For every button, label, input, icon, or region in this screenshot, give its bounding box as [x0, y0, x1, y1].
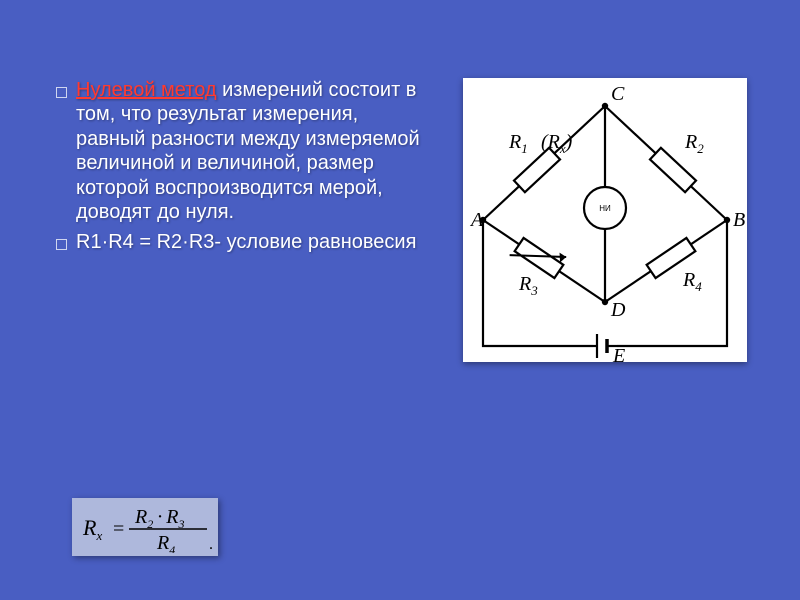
formula-num: R2·R3: [134, 506, 184, 531]
node-label-b: B: [733, 209, 745, 231]
text-column: Нулевой метод измерений состоит в том, ч…: [54, 78, 426, 362]
formula-lhs: Rx: [82, 515, 102, 543]
node-label-d: D: [610, 299, 626, 321]
r1-label: R1: [508, 131, 528, 156]
circuit-svg: НИ: [463, 78, 747, 362]
bullet-text: R1·R4 = R2·R3- условие равновесия: [76, 231, 416, 253]
bullet-item: Нулевой метод измерений состоит в том, ч…: [54, 78, 426, 224]
term-highlight: Нулевой метод: [76, 79, 217, 101]
figure-column: НИ: [450, 78, 760, 362]
bullet-item: R1·R4 = R2·R3- условие равновесия: [54, 230, 426, 254]
bullet-list: Нулевой метод измерений состоит в том, ч…: [54, 78, 426, 255]
formula-den: R4: [156, 532, 175, 553]
slide: Нулевой метод измерений состоит в том, ч…: [0, 0, 800, 600]
formula-box: Rx = R2·R3 R4 .: [72, 498, 218, 556]
source-label: E: [612, 345, 625, 362]
formula-period: .: [209, 536, 213, 553]
formula-eq: =: [113, 518, 124, 540]
r2-label: R2: [684, 131, 704, 156]
content-columns: Нулевой метод измерений состоит в том, ч…: [54, 78, 760, 362]
formula-svg: Rx = R2·R3 R4 .: [75, 501, 215, 553]
node-label-c: C: [611, 83, 625, 105]
rx-label: (Rx): [541, 131, 573, 156]
r3-label: R3: [518, 273, 538, 298]
meter-label: НИ: [599, 204, 611, 213]
circuit-diagram: НИ: [463, 78, 747, 362]
node-label-a: A: [469, 209, 484, 231]
r4-label: R4: [682, 269, 702, 294]
